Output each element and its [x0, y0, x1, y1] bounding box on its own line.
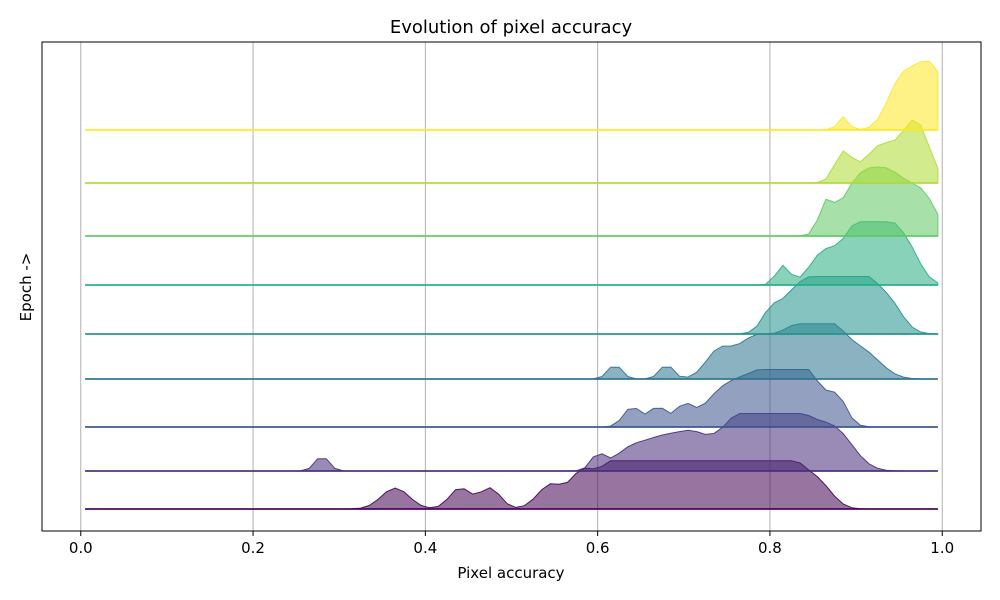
x-tick-label: 1.0: [930, 539, 954, 557]
ridge-area: [85, 166, 939, 237]
x-tick-label: 0.8: [758, 539, 782, 557]
chart-title: Evolution of pixel accuracy: [390, 17, 633, 38]
ridges: [85, 60, 939, 510]
x-tick-label: 0.4: [413, 539, 437, 557]
ridge-area: [85, 60, 939, 131]
x-tick-label: 0.2: [241, 539, 265, 557]
grid-lines: [80, 42, 943, 531]
x-tick-label: 0.0: [69, 539, 93, 557]
y-axis-label: Epoch ->: [17, 253, 35, 322]
x-tick-label: 0.6: [586, 539, 610, 557]
x-axis-label: Pixel accuracy: [457, 564, 564, 582]
x-axis-ticks: 0.0 0.2 0.4 0.6 0.8 1.0: [69, 531, 954, 557]
plot-frame: [41, 41, 982, 532]
